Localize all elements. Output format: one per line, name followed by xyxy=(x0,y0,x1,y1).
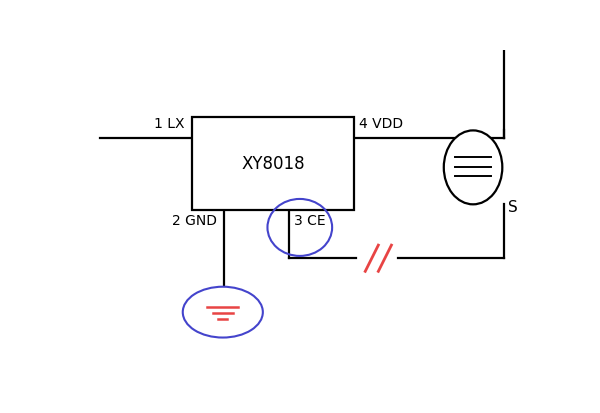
Ellipse shape xyxy=(183,287,263,337)
Text: 3 CE: 3 CE xyxy=(295,214,326,228)
Text: XY8018: XY8018 xyxy=(241,154,305,173)
Ellipse shape xyxy=(444,131,502,204)
FancyBboxPatch shape xyxy=(192,117,354,210)
Text: 4 VDD: 4 VDD xyxy=(359,117,403,131)
Text: 2 GND: 2 GND xyxy=(172,214,217,228)
Text: 1 LX: 1 LX xyxy=(154,117,184,131)
Text: S: S xyxy=(508,200,518,216)
